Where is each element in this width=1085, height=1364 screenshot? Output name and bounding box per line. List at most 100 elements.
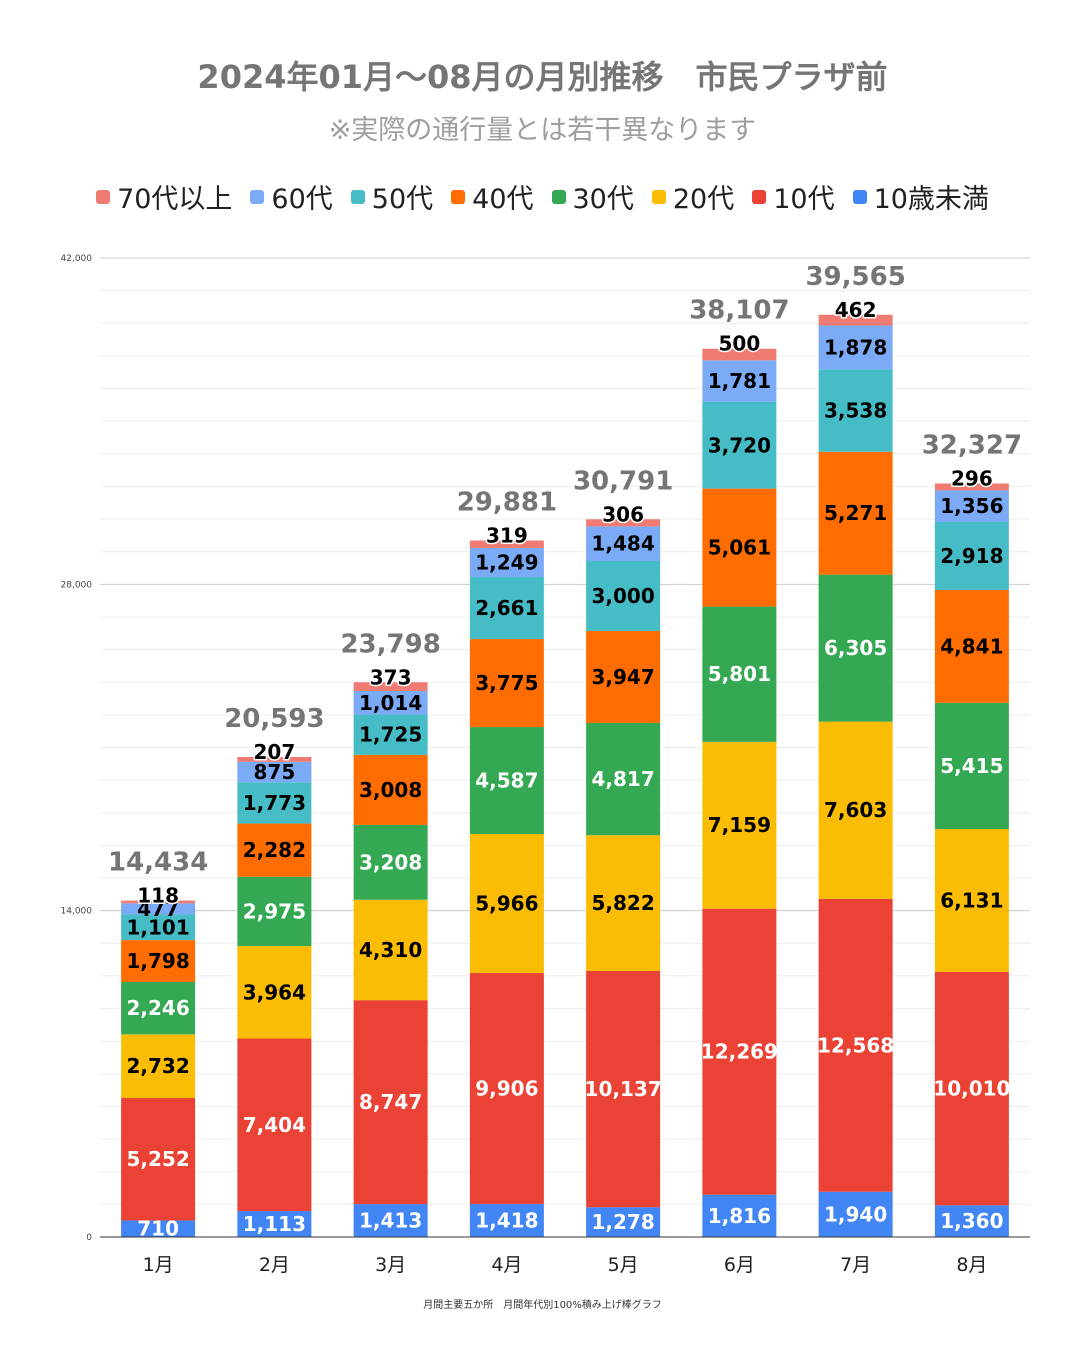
data-label: 6,305 bbox=[824, 636, 887, 660]
data-label: 2,918 bbox=[940, 544, 1003, 568]
data-label: 1,249 bbox=[475, 550, 538, 574]
bar-segment bbox=[353, 682, 428, 691]
bar-segment bbox=[702, 908, 777, 1195]
legend-label: 70代以上 bbox=[117, 184, 233, 215]
data-label: 10,137 bbox=[585, 1077, 662, 1101]
bar-segment bbox=[702, 348, 777, 361]
data-label: 296 bbox=[951, 466, 993, 490]
bar-segment bbox=[353, 690, 428, 715]
data-label: 1,773 bbox=[243, 791, 306, 815]
data-label: 1,101 bbox=[126, 915, 189, 939]
data-label: 1,781 bbox=[708, 369, 771, 393]
y-tick-label: 0 bbox=[86, 1233, 92, 1243]
data-label: 1,725 bbox=[359, 723, 422, 747]
total-label: 32,327 bbox=[922, 430, 1022, 460]
data-label: 1,798 bbox=[126, 949, 189, 973]
bar-segment bbox=[702, 401, 777, 489]
bar-segment bbox=[934, 521, 1009, 590]
data-label: 3,000 bbox=[591, 584, 654, 608]
bar-segment bbox=[818, 314, 893, 326]
x-tick-label: 5月 bbox=[608, 1254, 639, 1276]
bar-segment bbox=[934, 702, 1009, 830]
bar-segment bbox=[237, 761, 312, 783]
legend-item: 60代 bbox=[250, 177, 333, 216]
legend-swatch bbox=[250, 189, 265, 204]
bar-segment bbox=[237, 946, 312, 1039]
data-label: 1,014 bbox=[359, 691, 422, 715]
data-label: 1,484 bbox=[591, 532, 654, 556]
bar-segment bbox=[469, 973, 544, 1204]
bar-segment bbox=[934, 589, 1009, 703]
bar-segment bbox=[237, 1038, 312, 1212]
bar-segment bbox=[818, 721, 893, 899]
data-label: 1,278 bbox=[591, 1210, 654, 1234]
legend-swatch bbox=[451, 189, 466, 204]
data-label: 10,010 bbox=[933, 1077, 1010, 1101]
data-label: 5,822 bbox=[591, 891, 654, 915]
data-label: 7,603 bbox=[824, 798, 887, 822]
bar-segment bbox=[934, 483, 1009, 491]
bar-segment bbox=[121, 1220, 196, 1237]
chart-title: 2024年01月～08月の月別推移 市民プラザ前 bbox=[197, 58, 888, 96]
legend-swatch bbox=[651, 189, 666, 204]
data-label: 1,878 bbox=[824, 335, 887, 359]
data-label: 5,415 bbox=[940, 754, 1003, 778]
bar-segment bbox=[934, 829, 1009, 972]
bar-segment bbox=[121, 981, 196, 1035]
data-label: 207 bbox=[254, 740, 296, 764]
bar-segment bbox=[121, 940, 196, 982]
legend-item: 30代 bbox=[551, 177, 634, 216]
data-label: 875 bbox=[254, 760, 296, 784]
data-label: 8,747 bbox=[359, 1090, 422, 1114]
x-tick-label: 6月 bbox=[724, 1254, 755, 1276]
bar-segment bbox=[353, 754, 428, 825]
x-tick-label: 4月 bbox=[491, 1254, 522, 1276]
data-label: 5,801 bbox=[708, 662, 771, 686]
bar-segment bbox=[469, 547, 544, 578]
data-label: 319 bbox=[486, 523, 528, 547]
data-label: 2,282 bbox=[243, 838, 306, 862]
data-label: 4,817 bbox=[591, 767, 654, 791]
bar-segment bbox=[353, 1204, 428, 1237]
bar-segment bbox=[818, 325, 893, 370]
bar-segment bbox=[934, 971, 1009, 1206]
data-label: 500 bbox=[719, 332, 761, 356]
data-label: 3,538 bbox=[824, 399, 887, 423]
data-label: 4,310 bbox=[359, 938, 422, 962]
data-label: 3,947 bbox=[591, 665, 654, 689]
data-label: 5,271 bbox=[824, 501, 887, 525]
bar-segment bbox=[702, 606, 777, 742]
legend-swatch bbox=[852, 189, 867, 204]
bar-segment bbox=[702, 741, 777, 909]
data-label: 5,966 bbox=[475, 892, 538, 916]
bar-segment bbox=[702, 360, 777, 402]
total-label: 20,593 bbox=[224, 704, 324, 734]
bar-segment bbox=[934, 1205, 1009, 1237]
legend-item: 20代 bbox=[651, 177, 734, 216]
bar-segment bbox=[353, 1000, 428, 1205]
data-label: 2,246 bbox=[126, 996, 189, 1020]
bar-segment bbox=[818, 1191, 893, 1237]
bar-segment bbox=[353, 824, 428, 900]
legend-item: 70代以上 bbox=[96, 177, 232, 216]
bar-segment bbox=[237, 876, 312, 947]
legend-item: 10歳未満 bbox=[852, 177, 989, 216]
bar-segment bbox=[586, 561, 661, 631]
bar-segment bbox=[818, 451, 893, 575]
data-label: 12,269 bbox=[701, 1040, 778, 1064]
data-label: 2,732 bbox=[126, 1054, 189, 1078]
bar-segment bbox=[353, 714, 428, 755]
x-tick-label: 7月 bbox=[840, 1254, 871, 1276]
bar-segment bbox=[934, 490, 1009, 522]
legend-swatch bbox=[96, 189, 111, 204]
data-label: 1,940 bbox=[824, 1202, 887, 1226]
bar-segment bbox=[586, 970, 661, 1208]
data-label: 4,841 bbox=[940, 634, 1003, 658]
bar-segment bbox=[702, 488, 777, 607]
bar-segment bbox=[818, 369, 893, 452]
data-label: 4,587 bbox=[475, 769, 538, 793]
x-tick-label: 3月 bbox=[375, 1254, 406, 1276]
legend-swatch bbox=[350, 189, 365, 204]
chart-legend: 70代以上 60代 50代 40代 30代 20代 10代 10歳未満 bbox=[0, 177, 1085, 216]
